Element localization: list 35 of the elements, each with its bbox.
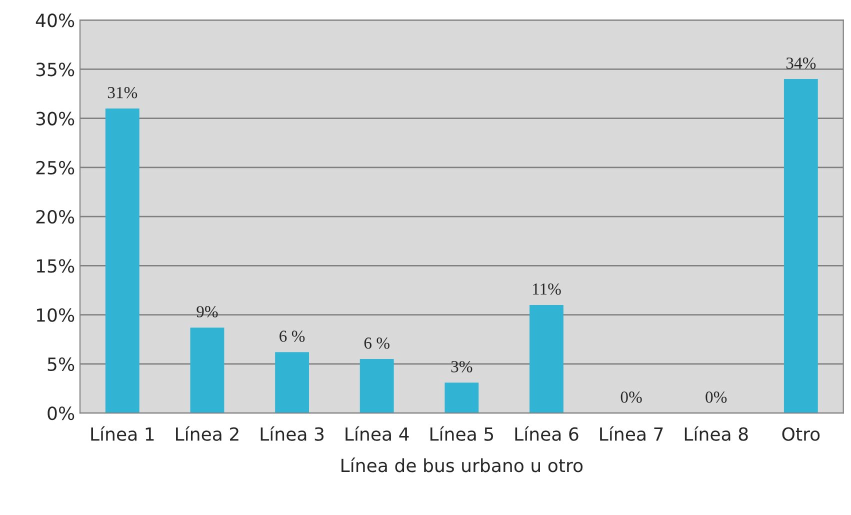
y-tick-label: 25% (36, 160, 74, 175)
x-tick-label: Línea 3 (260, 426, 324, 441)
data-label: 0% (706, 392, 727, 403)
x-tick-label: Línea 8 (684, 426, 748, 441)
bar (275, 352, 309, 414)
x-tick-label: Línea 5 (430, 426, 494, 441)
y-tick-label: 40% (36, 14, 74, 28)
y-tick-label: 5% (48, 357, 74, 372)
bar (190, 328, 224, 414)
data-label: 6 % (364, 337, 390, 349)
y-tick-label: 30% (36, 112, 74, 126)
x-tick-label: Línea 4 (346, 426, 409, 441)
bar (530, 304, 564, 414)
x-tick-label: Línea 2 (176, 426, 238, 441)
data-label: 0% (620, 392, 642, 403)
x-tick-label: Línea 6 (515, 426, 578, 441)
y-tick-label: 0% (48, 406, 74, 420)
data-label: 6 % (280, 330, 305, 342)
y-tick-label: 15% (36, 259, 74, 273)
y-tick-label: 35% (36, 62, 74, 76)
data-label: 34% (786, 58, 816, 69)
data-label: 9% (196, 306, 218, 318)
x-tick-label: Línea 7 (600, 426, 663, 441)
data-label: 3% (451, 361, 472, 372)
x-axis-title: Línea de bus urbano u otro (342, 458, 583, 472)
bar (784, 79, 818, 414)
data-label: 11% (532, 283, 561, 295)
y-tick-label: 20% (36, 210, 74, 224)
bar (444, 382, 479, 414)
bar (360, 359, 394, 414)
x-tick-label: Línea 1 (91, 426, 154, 441)
x-tick-label: Otro (782, 427, 820, 441)
data-label: 31% (108, 86, 138, 98)
y-tick-label: 10% (36, 308, 74, 322)
bar (105, 108, 140, 414)
